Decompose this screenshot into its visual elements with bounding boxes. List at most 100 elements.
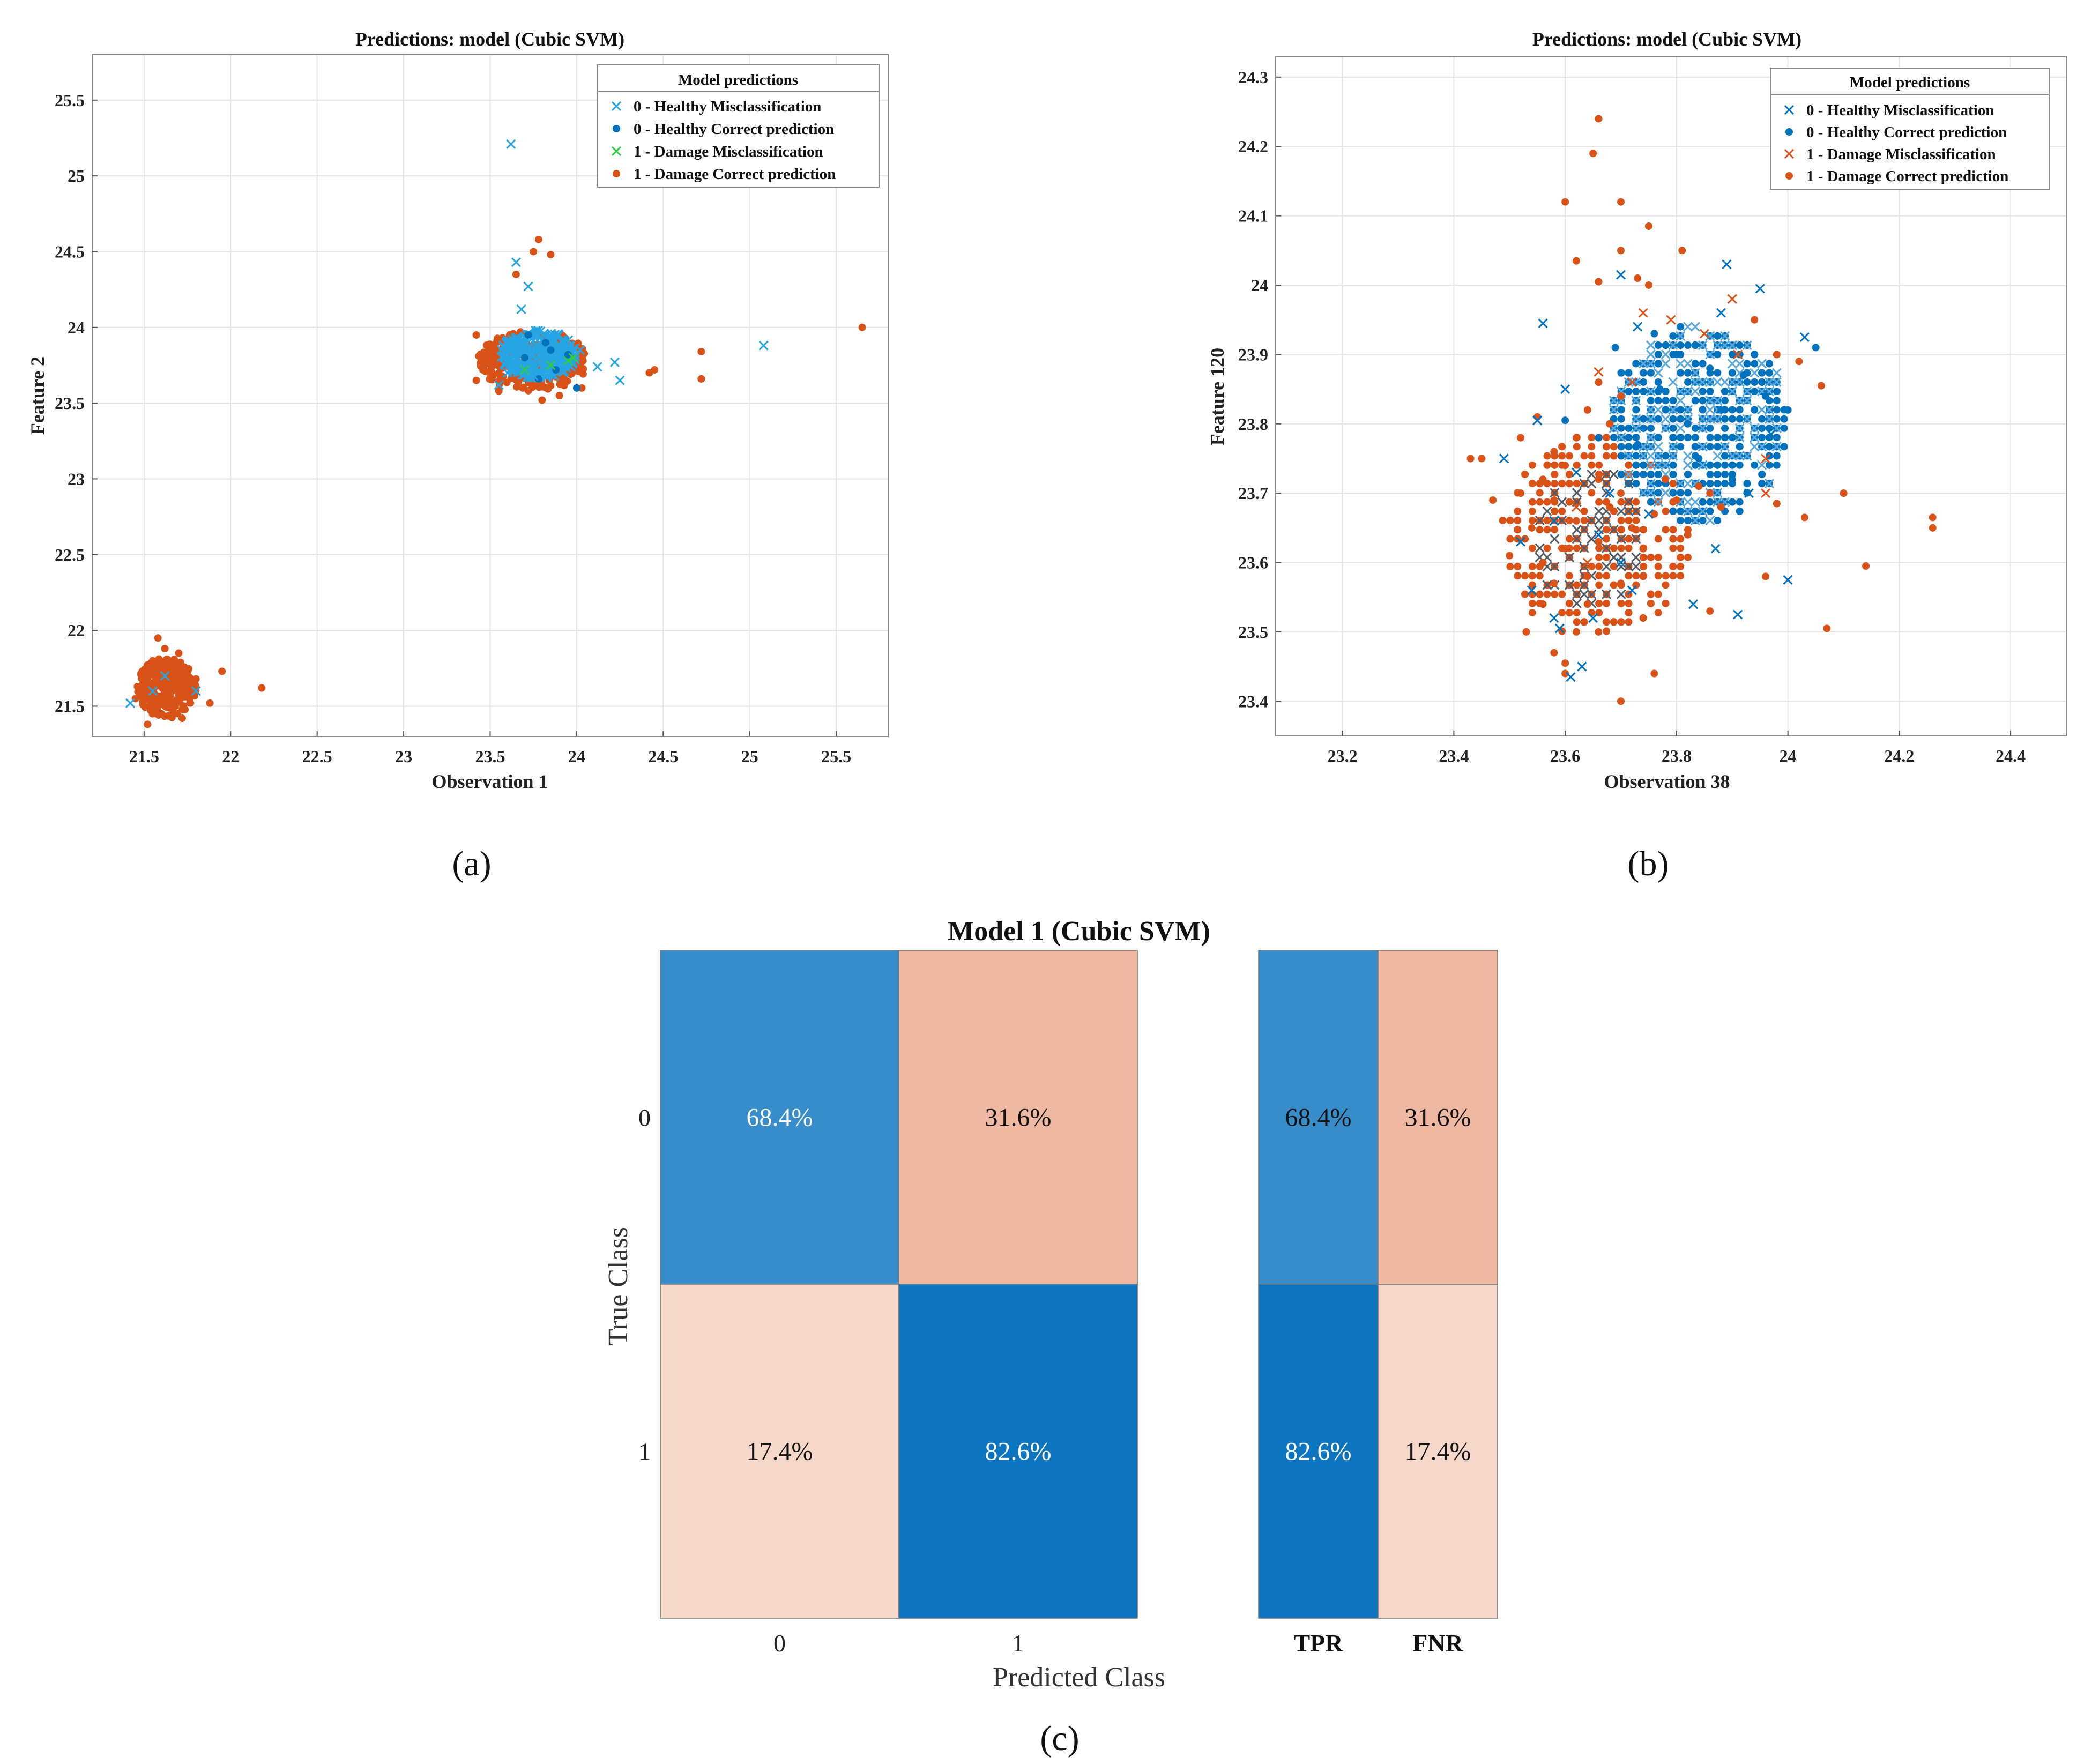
chart-b-y-label: Feature 120 (1207, 348, 1228, 445)
data-point (1640, 388, 1648, 396)
data-point (167, 664, 175, 672)
data-point (1647, 599, 1655, 607)
data-point (1617, 424, 1625, 432)
data-point (1587, 479, 1597, 489)
data-point (1528, 480, 1536, 488)
chart-b-y-ticks: 23.4 23.5 23.6 23.7 23.8 23.9 24 24.1 24.2 24.3 (1238, 68, 1281, 711)
data-point (1550, 579, 1558, 587)
confusion-matrix-c: Model 1 (Cubic SVM) 68.4% 31.6% 17.4% 82.6%… (603, 916, 1498, 1758)
data-point (1653, 460, 1663, 470)
data-point (1706, 364, 1714, 373)
data-point (1616, 557, 1626, 568)
data-point (1573, 618, 1581, 626)
data-point (1528, 572, 1536, 580)
data-point (1773, 351, 1781, 359)
data-point (1617, 443, 1625, 451)
data-point (1734, 433, 1745, 443)
data-point (161, 703, 169, 711)
data-point (1721, 397, 1729, 405)
data-point (1551, 507, 1559, 515)
data-point (496, 345, 507, 355)
matrix-cell-label: 17.4% (747, 1438, 813, 1466)
data-point (1646, 386, 1656, 397)
data-point (1684, 470, 1692, 478)
data-point (1528, 563, 1536, 571)
data-point (1601, 589, 1612, 599)
data-point (1699, 498, 1707, 506)
data-point (1758, 470, 1766, 478)
x-tick-label: 24 (568, 747, 585, 766)
data-point (1728, 475, 1736, 483)
data-point (1714, 351, 1722, 359)
data-point (1677, 535, 1685, 543)
data-point (1633, 322, 1643, 332)
data-point (1514, 516, 1522, 524)
legend-entry-label: 1 - Damage Misclassification (634, 143, 823, 160)
data-point (563, 355, 573, 366)
data-point (578, 367, 586, 375)
data-point (1551, 480, 1559, 488)
data-point (1595, 553, 1603, 561)
data-point (1751, 360, 1759, 368)
x-tick-label: 25 (741, 747, 758, 766)
data-point (1588, 613, 1598, 623)
data-point (1631, 423, 1641, 433)
data-point (1609, 525, 1619, 535)
data-point (166, 690, 174, 698)
data-point (1714, 434, 1722, 442)
data-point (1558, 507, 1566, 515)
data-point (1624, 451, 1634, 461)
data-point (1743, 489, 1751, 497)
data-point (1632, 452, 1640, 460)
data-point (1560, 384, 1570, 395)
data-point (1631, 377, 1641, 387)
data-point (1601, 543, 1612, 553)
matrix-cell (898, 950, 1138, 1285)
data-point (503, 378, 511, 386)
data-point (1632, 498, 1640, 506)
data-point (512, 334, 523, 345)
data-point (546, 360, 556, 370)
data-point (1617, 406, 1625, 414)
data-point (206, 699, 214, 707)
data-point (1543, 544, 1551, 552)
data-point (1561, 545, 1569, 553)
data-point (1654, 360, 1662, 368)
x-tick-label: 22.5 (302, 747, 332, 766)
data-point (1595, 498, 1603, 506)
data-point (1617, 198, 1625, 206)
data-point (1550, 488, 1560, 498)
data-point (1609, 552, 1619, 562)
data-point (1625, 461, 1633, 469)
data-point (519, 384, 527, 392)
data-point (1677, 434, 1685, 442)
data-point (1677, 415, 1685, 423)
data-point (1549, 613, 1559, 623)
data-point (1564, 580, 1574, 590)
data-point (1690, 368, 1700, 378)
data-point (1631, 534, 1641, 544)
data-point (1727, 340, 1737, 351)
data-point (1571, 502, 1581, 512)
data-point (147, 686, 158, 696)
col-tick-label: 1 (1012, 1629, 1024, 1657)
data-point (1640, 563, 1648, 571)
data-point (1706, 443, 1714, 451)
data-point (1773, 388, 1781, 396)
data-point (1654, 480, 1662, 488)
data-point (1721, 434, 1729, 442)
data-point (1662, 507, 1670, 515)
data-point (1717, 406, 1725, 414)
data-point (1757, 359, 1767, 369)
data-point (1536, 526, 1544, 534)
data-point (1669, 526, 1677, 534)
data-point (1656, 385, 1664, 393)
data-point (1643, 509, 1654, 519)
data-point (1669, 489, 1677, 497)
data-point (1506, 563, 1514, 571)
data-point (1565, 516, 1573, 524)
data-point (554, 330, 564, 340)
data-point (1765, 360, 1773, 368)
legend-marker (1784, 105, 1795, 115)
data-point (1690, 386, 1700, 397)
